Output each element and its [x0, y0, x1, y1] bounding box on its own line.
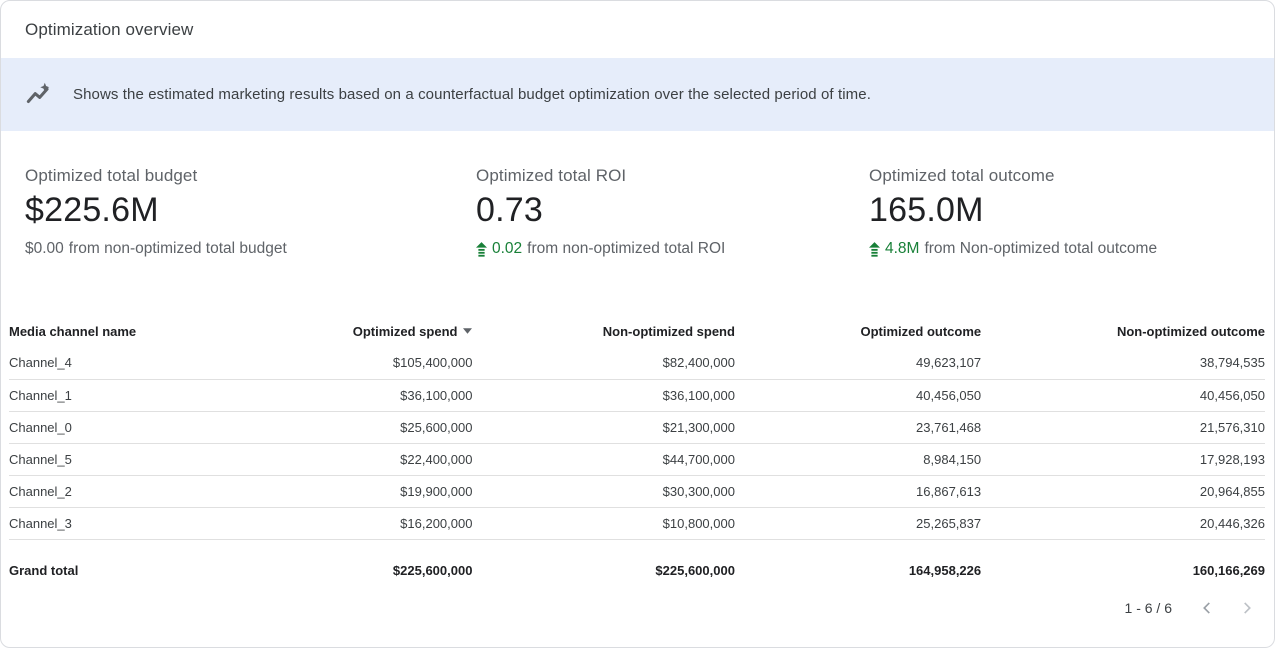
channel-name-cell: Channel_2 — [9, 475, 159, 508]
column-header-optimized-outcome[interactable]: Optimized outcome — [860, 323, 982, 339]
column-header-label: Optimized spend — [352, 323, 458, 339]
kpi-delta-text: from non-optimized total budget — [68, 240, 287, 257]
value-cell: 21,576,310 — [981, 411, 1265, 444]
kpi-optimized-total-budget: Optimized total budget $225.6M $0.00 fro… — [25, 166, 476, 258]
up-arrow-icon — [476, 241, 487, 257]
column-header-media-channel-name[interactable]: Media channel name — [9, 323, 137, 339]
grand-total-non-optimized-spend: $225,600,000 — [655, 562, 735, 578]
column-header-non-optimized-spend[interactable]: Non-optimized spend — [602, 323, 735, 339]
grand-total-optimized-outcome: 164,958,226 — [908, 562, 982, 578]
value-cell: 23,761,468 — [734, 411, 982, 444]
channel-table: Media channel name Optimized spend Non-o… — [9, 315, 1265, 591]
channel-name-cell: Channel_1 — [9, 379, 159, 412]
kpi-label: Optimized total outcome — [869, 166, 1055, 185]
kpi-row: Optimized total budget $225.6M $0.00 fro… — [1, 166, 1274, 258]
kpi-optimized-total-outcome: Optimized total outcome 165.0M 4.8M from… — [869, 166, 1274, 258]
value-cell: $19,900,000 — [158, 475, 473, 508]
grand-total-row: Grand total $225,600,000 $225,600,000 16… — [9, 539, 1265, 591]
value-cell: 20,964,855 — [981, 475, 1265, 508]
card-header: Optimization overview — [1, 1, 1274, 58]
value-cell: 40,456,050 — [734, 379, 982, 412]
table-body: Channel_4 $105,400,000 $82,400,000 49,623,1… — [9, 347, 1265, 540]
kpi-delta: $0.00 from non-optimized total budget — [25, 240, 476, 258]
next-page-button[interactable] — [1234, 595, 1260, 621]
page-title: Optimization overview — [25, 19, 194, 39]
value-cell: $10,800,000 — [472, 507, 735, 540]
kpi-delta-value: 0.02 — [492, 240, 523, 257]
info-banner: Shows the estimated marketing results ba… — [1, 58, 1274, 131]
channel-name-cell: Channel_5 — [9, 443, 159, 476]
column-header-optimized-spend[interactable]: Optimized spend — [158, 315, 473, 347]
value-cell: $22,400,000 — [158, 443, 473, 476]
value-cell: 20,446,326 — [981, 507, 1265, 540]
kpi-value: 165.0M — [869, 191, 984, 229]
value-cell: 38,794,535 — [981, 347, 1265, 380]
table-row: Channel_2 $19,900,000 $30,300,000 16,867,61… — [9, 475, 1265, 508]
channel-name-cell: Channel_4 — [9, 347, 159, 380]
grand-total-label: Grand total — [9, 562, 79, 578]
kpi-value: $225.6M — [25, 191, 159, 229]
table-header-row: Media channel name Optimized spend Non-o… — [9, 315, 1265, 347]
table-row: Channel_3 $16,200,000 $10,800,000 25,265,83… — [9, 507, 1265, 540]
table-row: Channel_4 $105,400,000 $82,400,000 49,623,1… — [9, 347, 1265, 380]
value-cell: $105,400,000 — [158, 347, 473, 380]
column-header-non-optimized-outcome[interactable]: Non-optimized outcome — [1116, 323, 1265, 339]
value-cell: $44,700,000 — [472, 443, 735, 476]
value-cell: 25,265,837 — [734, 507, 982, 540]
channel-name-cell: Channel_3 — [9, 507, 159, 540]
value-cell: $36,100,000 — [158, 379, 473, 412]
value-cell: 16,867,613 — [734, 475, 982, 508]
value-cell: 8,984,150 — [734, 443, 982, 476]
pagination: 1 - 6 / 6 — [1, 595, 1260, 621]
kpi-label: Optimized total ROI — [476, 166, 627, 185]
value-cell: $82,400,000 — [472, 347, 735, 380]
kpi-delta-value: 4.8M — [885, 240, 920, 257]
banner-description: Shows the estimated marketing results ba… — [73, 86, 871, 103]
previous-page-button[interactable] — [1194, 595, 1220, 621]
sort-desc-icon — [463, 328, 473, 334]
chevron-right-icon — [1236, 597, 1258, 619]
table-row: Channel_5 $22,400,000 $44,700,000 8,984,150… — [9, 443, 1265, 476]
grand-total-non-optimized-outcome: 160,166,269 — [1192, 562, 1265, 578]
value-cell: 17,928,193 — [981, 443, 1265, 476]
kpi-label: Optimized total budget — [25, 166, 198, 185]
kpi-delta-text: from non-optimized total ROI — [527, 240, 726, 257]
kpi-delta-text: from Non-optimized total outcome — [924, 240, 1158, 257]
value-cell: 40,456,050 — [981, 379, 1265, 412]
kpi-value: 0.73 — [476, 191, 543, 229]
value-cell: 49,623,107 — [734, 347, 982, 380]
page-range-label: 1 - 6 / 6 — [1124, 599, 1172, 616]
kpi-delta: 0.02 from non-optimized total ROI — [476, 240, 869, 258]
kpi-delta-value: $0.00 — [25, 240, 64, 257]
kpi-optimized-total-roi: Optimized total ROI 0.73 0.02 from non-o… — [476, 166, 869, 258]
kpi-delta: 4.8M from Non-optimized total outcome — [869, 240, 1274, 258]
chevron-left-icon — [1196, 597, 1218, 619]
table-row: Channel_0 $25,600,000 $21,300,000 23,761,46… — [9, 411, 1265, 444]
insights-icon — [25, 81, 52, 108]
channel-name-cell: Channel_0 — [9, 411, 159, 444]
value-cell: $16,200,000 — [158, 507, 473, 540]
grand-total-optimized-spend: $225,600,000 — [392, 562, 473, 578]
value-cell: $21,300,000 — [472, 411, 735, 444]
value-cell: $36,100,000 — [472, 379, 735, 412]
up-arrow-icon — [869, 241, 880, 257]
value-cell: $30,300,000 — [472, 475, 735, 508]
value-cell: $25,600,000 — [158, 411, 473, 444]
table-row: Channel_1 $36,100,000 $36,100,000 40,456,05… — [9, 379, 1265, 412]
